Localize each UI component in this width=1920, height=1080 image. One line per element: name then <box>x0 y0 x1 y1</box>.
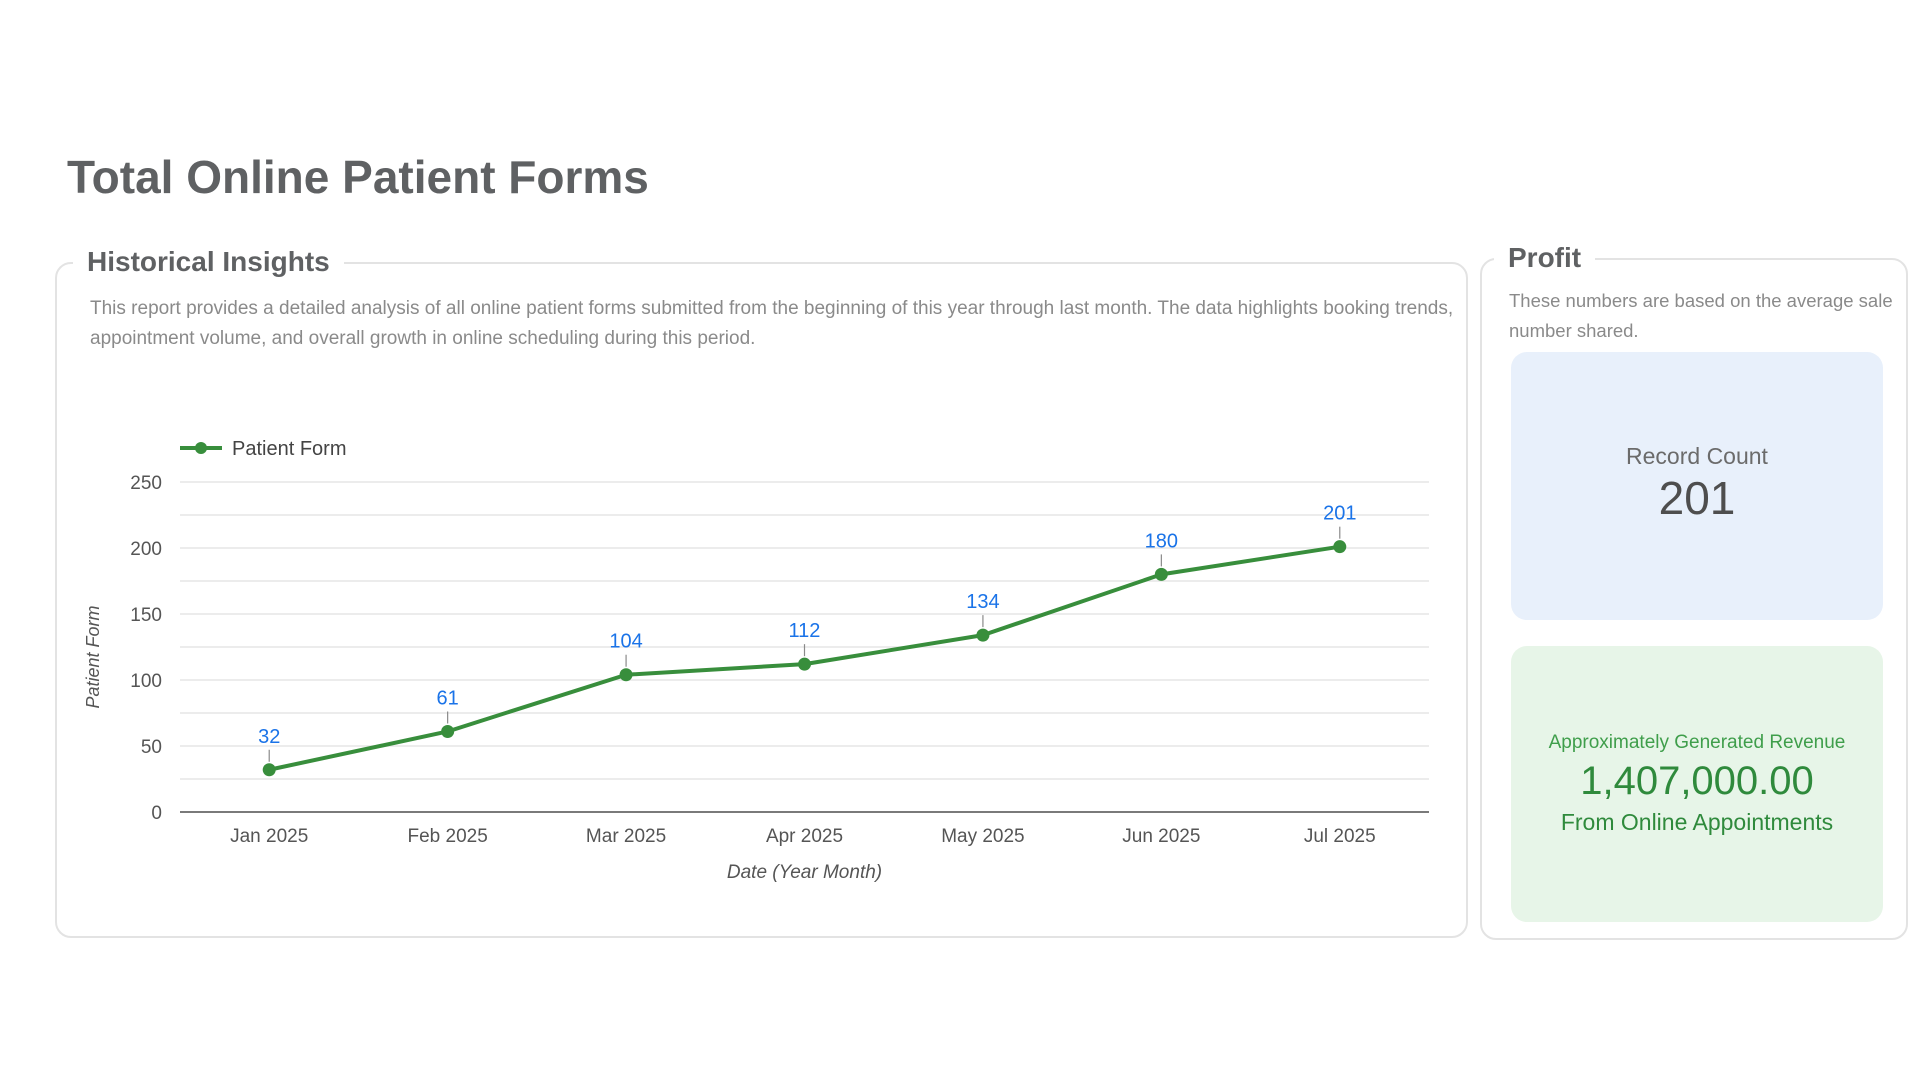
profit-panel: Profit These numbers are based on the av… <box>1480 238 1908 940</box>
y-tick-label: 150 <box>130 605 162 626</box>
historical-insights-heading: Historical Insights <box>73 242 344 282</box>
legend-marker-icon <box>195 442 207 454</box>
data-label: 201 <box>1323 503 1356 525</box>
data-point <box>1154 567 1168 581</box>
y-tick-label: 200 <box>130 539 162 560</box>
x-tick-label: Mar 2025 <box>586 826 666 847</box>
revenue-card: Approximately Generated Revenue 1,407,00… <box>1511 646 1883 922</box>
x-tick-label: Apr 2025 <box>766 826 843 847</box>
x-tick-label: Jan 2025 <box>230 826 308 847</box>
profit-heading: Profit <box>1494 238 1596 278</box>
data-label: 134 <box>966 591 999 613</box>
data-label: 104 <box>609 631 642 653</box>
x-axis-title: Date (Year Month) <box>727 862 882 883</box>
data-point <box>619 668 633 682</box>
data-point <box>976 628 990 642</box>
y-axis-title: Patient Form <box>83 605 103 708</box>
revenue-label: Approximately Generated Revenue <box>1548 732 1846 753</box>
revenue-subtitle: From Online Appointments <box>1560 809 1834 835</box>
y-tick-label: 0 <box>151 803 162 824</box>
data-label: 32 <box>258 726 280 748</box>
x-tick-label: Jun 2025 <box>1122 826 1200 847</box>
record-count-label: Record Count <box>1626 443 1768 469</box>
data-point <box>1333 540 1347 554</box>
y-tick-label: 50 <box>141 737 162 758</box>
data-point <box>441 724 455 738</box>
historical-insights-description: This report provides a detailed analysis… <box>90 298 1454 349</box>
data-label: 180 <box>1145 530 1178 552</box>
historical-insights-panel: Historical Insights This report provides… <box>55 242 1468 938</box>
record-count-card: Record Count 201 <box>1511 352 1883 620</box>
x-tick-label: Jul 2025 <box>1304 826 1376 847</box>
data-point <box>262 763 276 777</box>
revenue-value: 1,407,000.00 <box>1580 759 1814 803</box>
legend-label: Patient Form <box>232 438 346 460</box>
y-tick-label: 250 <box>130 473 162 494</box>
data-label: 112 <box>789 620 821 642</box>
y-tick-label: 100 <box>130 671 162 692</box>
x-tick-label: Feb 2025 <box>407 826 487 847</box>
record-count-value: 201 <box>1658 472 1736 524</box>
x-tick-label: May 2025 <box>941 826 1024 847</box>
data-label: 61 <box>437 687 459 709</box>
page-title: Total Online Patient Forms <box>67 151 649 203</box>
data-point <box>798 657 811 671</box>
profit-description: These numbers are based on the average s… <box>1509 290 1893 341</box>
patient-form-line-chart: 0 50 100 150 200 250 Jan 2025 Feb 2025 Mar 2025 A… <box>83 438 1429 883</box>
